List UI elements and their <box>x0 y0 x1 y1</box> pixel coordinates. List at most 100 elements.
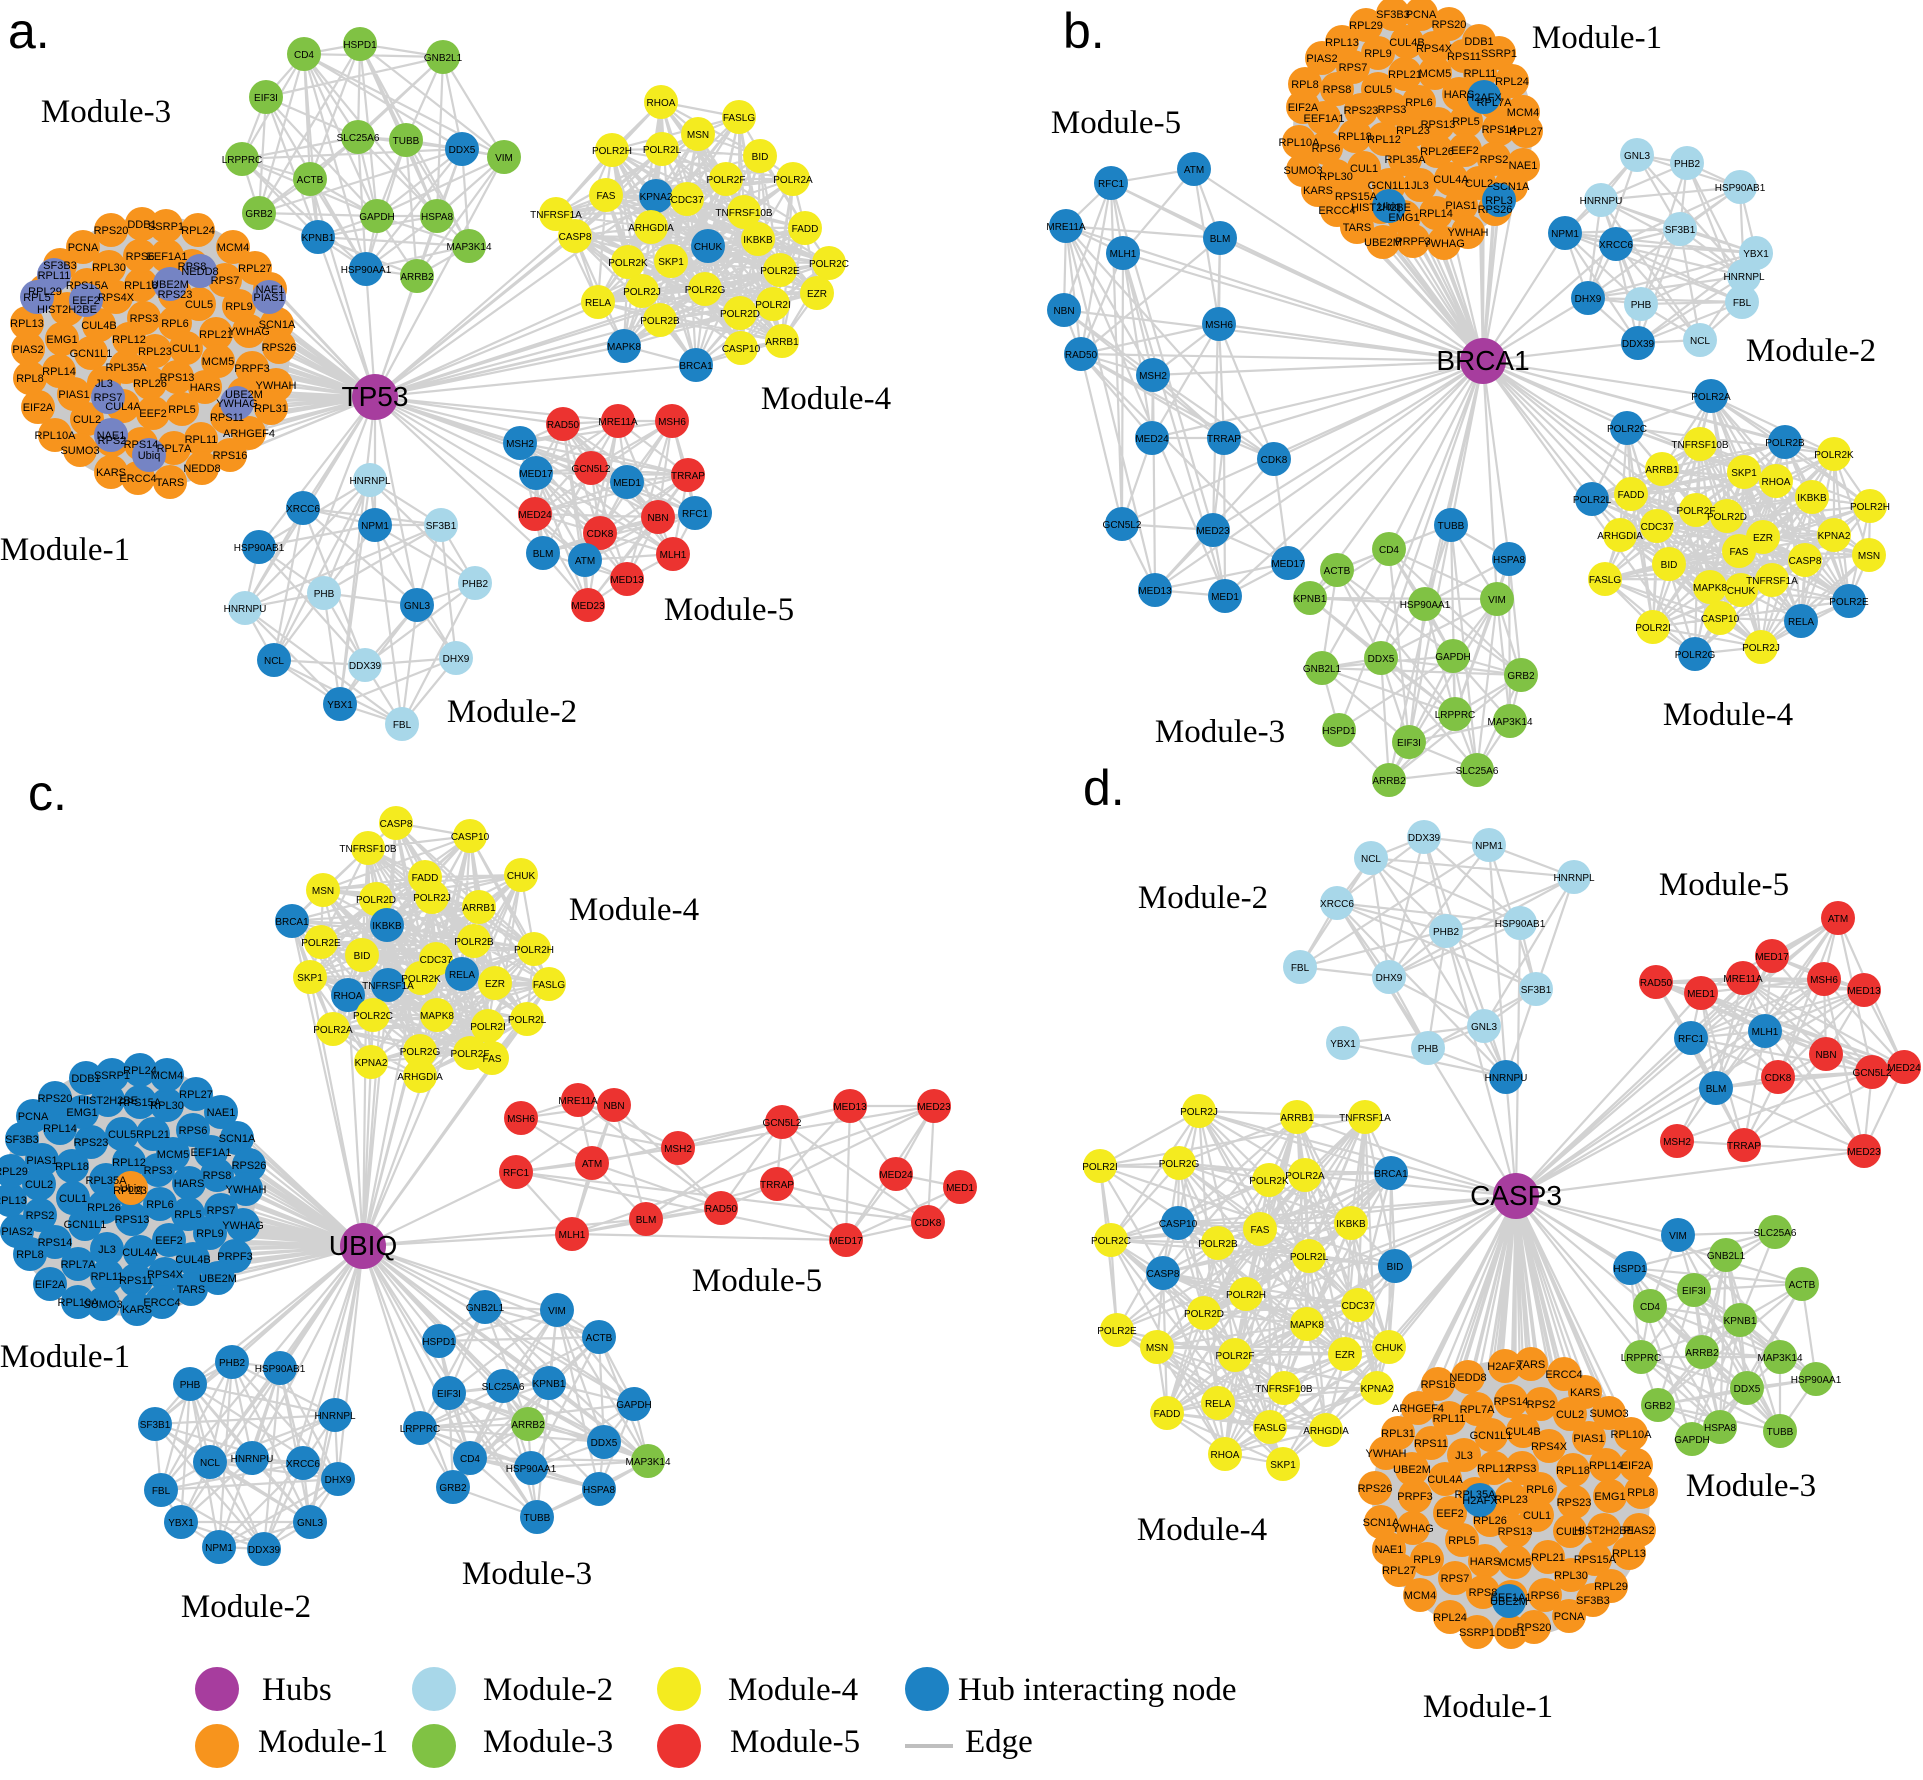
svg-text:HSP90AB1: HSP90AB1 <box>1495 919 1546 930</box>
svg-text:ATM: ATM <box>1828 914 1848 925</box>
svg-text:ARRB1: ARRB1 <box>1280 1113 1314 1124</box>
svg-text:RPS4X: RPS4X <box>147 1269 184 1281</box>
svg-text:KPNA2: KPNA2 <box>1818 531 1851 542</box>
svg-text:DHX9: DHX9 <box>325 1475 352 1486</box>
svg-text:TNFRSF10B: TNFRSF10B <box>715 208 773 219</box>
svg-text:CD4: CD4 <box>1640 1302 1660 1313</box>
svg-text:Module-1: Module-1 <box>0 532 130 568</box>
svg-text:RPS26: RPS26 <box>232 1160 267 1172</box>
svg-text:CHUK: CHUK <box>507 871 536 882</box>
svg-text:LRPPRC: LRPPRC <box>222 155 263 166</box>
svg-text:RPL6: RPL6 <box>1526 1484 1554 1496</box>
svg-text:RPS26: RPS26 <box>1478 204 1513 216</box>
svg-text:TRRAP: TRRAP <box>671 471 705 482</box>
svg-text:FBL: FBL <box>1291 963 1310 974</box>
svg-text:RPL13: RPL13 <box>10 318 44 330</box>
svg-text:MED13: MED13 <box>1138 586 1172 597</box>
svg-text:KPNA2: KPNA2 <box>1361 1384 1394 1395</box>
svg-text:GNL3: GNL3 <box>297 1518 324 1529</box>
svg-text:RPL30: RPL30 <box>1319 171 1353 183</box>
svg-text:RPL35A: RPL35A <box>1385 154 1427 166</box>
svg-text:SSRP1: SSRP1 <box>94 1070 130 1082</box>
svg-text:YWHAH: YWHAH <box>1366 1448 1407 1460</box>
svg-text:YWHAH: YWHAH <box>256 380 297 392</box>
svg-text:TNFRSF1A: TNFRSF1A <box>530 210 582 221</box>
svg-text:YWHAH: YWHAH <box>1448 227 1489 239</box>
svg-text:KARS: KARS <box>1303 185 1333 197</box>
svg-text:Module-1: Module-1 <box>0 1339 130 1375</box>
svg-text:Module-4: Module-4 <box>569 892 699 928</box>
svg-text:MLH1: MLH1 <box>559 1230 586 1241</box>
svg-text:a.: a. <box>8 3 50 59</box>
svg-text:ARRB2: ARRB2 <box>400 272 434 283</box>
svg-text:RPL21: RPL21 <box>199 329 233 341</box>
svg-text:PIAS2: PIAS2 <box>1306 53 1337 65</box>
svg-text:CUL4A: CUL4A <box>1427 1474 1463 1486</box>
svg-text:HARS: HARS <box>174 1178 205 1190</box>
svg-text:EEF2: EEF2 <box>139 408 167 420</box>
svg-text:Module-5: Module-5 <box>1659 867 1789 903</box>
svg-text:RPL14: RPL14 <box>42 366 76 378</box>
svg-text:RPL9: RPL9 <box>1364 48 1392 60</box>
svg-text:RPL11: RPL11 <box>38 270 71 282</box>
svg-text:ERCC4: ERCC4 <box>1545 1369 1582 1381</box>
svg-text:JL3: JL3 <box>95 378 113 390</box>
svg-text:FADD: FADD <box>1154 1409 1181 1420</box>
svg-text:XRCC6: XRCC6 <box>1320 899 1354 910</box>
svg-text:MED1: MED1 <box>946 1183 974 1194</box>
svg-text:PHB: PHB <box>1631 300 1652 311</box>
svg-text:POLR2L: POLR2L <box>1290 1252 1329 1263</box>
svg-text:ARHGDIA: ARHGDIA <box>1303 1426 1349 1437</box>
svg-text:MRE11A: MRE11A <box>1723 974 1763 985</box>
svg-text:NPM1: NPM1 <box>205 1543 233 1554</box>
svg-text:GNB2L1: GNB2L1 <box>1707 1251 1746 1262</box>
svg-text:SLC25A6: SLC25A6 <box>337 133 380 144</box>
svg-text:MSN: MSN <box>1146 1343 1168 1354</box>
svg-text:POLR2D: POLR2D <box>720 309 760 320</box>
svg-text:RELA: RELA <box>449 970 475 981</box>
svg-text:CUL5: CUL5 <box>185 299 213 311</box>
svg-text:RPL7A: RPL7A <box>1477 97 1513 109</box>
svg-text:TUBB: TUBB <box>524 1513 551 1524</box>
svg-text:PHB: PHB <box>180 1380 201 1391</box>
svg-text:POLR2F: POLR2F <box>451 1049 490 1060</box>
svg-text:GNL3: GNL3 <box>1624 151 1651 162</box>
svg-text:RPL6: RPL6 <box>146 1199 174 1211</box>
svg-text:Module-5: Module-5 <box>730 1724 860 1760</box>
svg-text:RPS6: RPS6 <box>1531 1590 1560 1602</box>
svg-text:PRPF3: PRPF3 <box>1395 236 1430 248</box>
svg-text:GCN5L2: GCN5L2 <box>572 464 611 475</box>
svg-text:EIF2A: EIF2A <box>1288 102 1319 114</box>
svg-text:RPL9: RPL9 <box>225 301 253 313</box>
svg-text:EEF1A1: EEF1A1 <box>147 251 188 263</box>
svg-text:GRB2: GRB2 <box>245 209 273 220</box>
svg-text:RPL3: RPL3 <box>1485 195 1513 207</box>
svg-text:RPL14: RPL14 <box>1419 208 1453 220</box>
svg-text:PIAS1: PIAS1 <box>26 1155 57 1167</box>
svg-text:MSN: MSN <box>687 130 709 141</box>
svg-text:POLR2D: POLR2D <box>1707 512 1747 523</box>
svg-text:GAPDH: GAPDH <box>616 1400 652 1411</box>
svg-text:TNFRSF10B: TNFRSF10B <box>1255 1384 1313 1395</box>
svg-text:UBE2M: UBE2M <box>1393 1464 1431 1476</box>
svg-text:NPM1: NPM1 <box>1475 841 1503 852</box>
svg-text:RPL12: RPL12 <box>112 1157 146 1169</box>
svg-text:RPL21: RPL21 <box>136 1129 170 1141</box>
svg-text:Module-5: Module-5 <box>1051 105 1181 141</box>
svg-text:RPS14: RPS14 <box>124 439 159 451</box>
svg-text:Module-3: Module-3 <box>483 1724 613 1760</box>
svg-text:RPS14: RPS14 <box>38 1237 73 1249</box>
svg-text:Module-4: Module-4 <box>1137 1512 1267 1548</box>
svg-text:TNFRSF1A: TNFRSF1A <box>1339 1113 1391 1124</box>
svg-text:RPS13: RPS13 <box>1421 119 1456 131</box>
svg-text:HSPA8: HSPA8 <box>1704 1423 1736 1434</box>
svg-text:POLR2A: POLR2A <box>773 175 813 186</box>
svg-text:PHB2: PHB2 <box>462 579 489 590</box>
svg-text:POLR2F: POLR2F <box>1677 506 1716 517</box>
svg-text:VIM: VIM <box>1669 1231 1687 1242</box>
svg-text:Module-3: Module-3 <box>1686 1468 1816 1504</box>
svg-text:RPS23: RPS23 <box>74 1137 109 1149</box>
svg-text:MED1: MED1 <box>1687 989 1715 1000</box>
svg-text:Module-5: Module-5 <box>692 1263 822 1299</box>
svg-text:HSP90AB1: HSP90AB1 <box>1715 183 1766 194</box>
